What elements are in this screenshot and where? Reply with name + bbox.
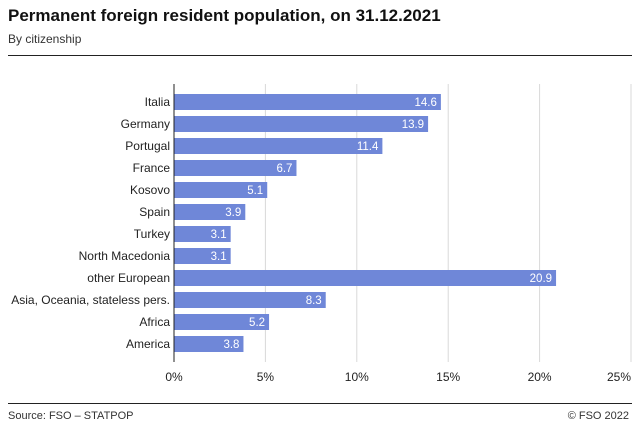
- value-label-8: 20.9: [530, 273, 552, 285]
- bottom-divider: [8, 403, 632, 404]
- chart-title: Permanent foreign resident population, o…: [8, 6, 441, 25]
- source-note: Source: FSO – STATPOP: [8, 410, 134, 422]
- value-labels: 14.6 13.9 11.4 6.7 5.1 3.9 3.1 3.1 20.9 8.3 5.2 3.8: [211, 97, 552, 351]
- category-label-3: France: [133, 161, 171, 175]
- x-tick-label-0: 0%: [165, 370, 183, 384]
- bar-3: [174, 160, 297, 176]
- value-label-6: 3.1: [211, 229, 227, 241]
- bar-5: [174, 204, 246, 220]
- x-tick-label-10: 10%: [345, 370, 369, 384]
- bar-1: [174, 116, 429, 132]
- category-label-4: Kosovo: [130, 183, 170, 197]
- value-label-3: 6.7: [276, 163, 292, 175]
- bar-8: [174, 270, 557, 286]
- value-label-7: 3.1: [211, 251, 227, 263]
- category-label-9: Asia, Oceania, stateless pers.: [11, 293, 170, 307]
- value-label-5: 3.9: [225, 207, 241, 219]
- bar-6: [174, 226, 231, 242]
- category-label-2: Portugal: [125, 139, 170, 153]
- category-label-8: other European: [87, 271, 170, 285]
- bar-10: [174, 314, 270, 330]
- bar-2: [174, 138, 383, 154]
- x-axis-ticks: 0% 5% 10% 15% 20% 25%: [165, 84, 631, 384]
- category-label-11: America: [126, 337, 170, 351]
- category-label-7: North Macedonia: [79, 249, 171, 263]
- value-label-9: 8.3: [306, 295, 322, 307]
- bars: [174, 94, 557, 352]
- value-label-10: 5.2: [249, 317, 265, 329]
- category-label-10: Africa: [139, 315, 170, 329]
- x-tick-label-15: 15%: [436, 370, 460, 384]
- category-label-6: Turkey: [134, 227, 170, 241]
- chart-subtitle: By citizenship: [8, 32, 82, 46]
- bar-7: [174, 248, 231, 264]
- copyright-note: © FSO 2022: [567, 410, 629, 422]
- value-label-4: 5.1: [247, 185, 263, 197]
- x-tick-label-25: 25%: [607, 370, 631, 384]
- top-divider: [8, 55, 632, 56]
- category-labels: Italia Germany Portugal France Kosovo Spain Tu…: [11, 95, 170, 351]
- bar-11: [174, 336, 244, 352]
- category-label-1: Germany: [121, 117, 170, 131]
- value-label-0: 14.6: [414, 97, 436, 109]
- value-label-11: 3.8: [223, 339, 239, 351]
- category-label-0: Italia: [145, 95, 171, 109]
- category-label-5: Spain: [139, 205, 170, 219]
- value-label-1: 13.9: [402, 119, 424, 131]
- x-tick-label-5: 5%: [257, 370, 275, 384]
- x-tick-label-20: 20%: [528, 370, 552, 384]
- bar-4: [174, 182, 268, 198]
- value-label-2: 11.4: [357, 141, 379, 153]
- bar-0: [174, 94, 441, 110]
- bar-9: [174, 292, 326, 308]
